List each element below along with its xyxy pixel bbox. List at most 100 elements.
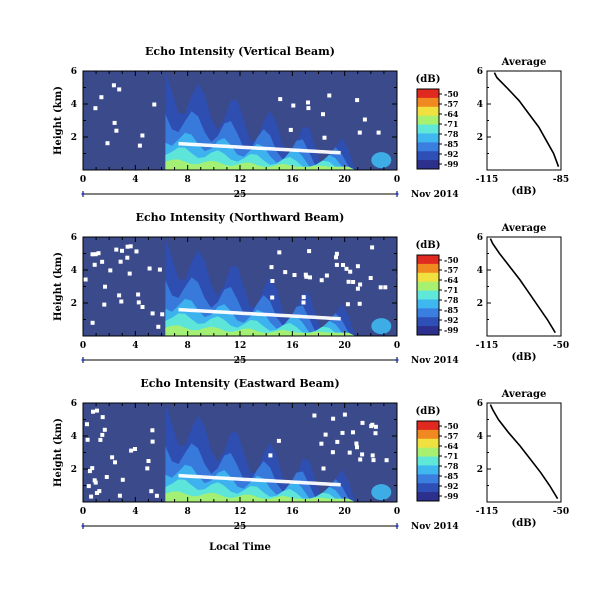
- average-title: Average: [501, 223, 547, 234]
- missing-data-cell: [306, 106, 311, 111]
- y-axis-label: Height (km): [53, 252, 64, 321]
- missing-data-cell: [100, 259, 105, 264]
- average-x-tick-label: -50: [553, 507, 569, 517]
- missing-data-cell: [355, 286, 360, 291]
- missing-data-cell: [103, 284, 107, 289]
- missing-data-cell: [358, 282, 363, 287]
- missing-data-cell: [90, 466, 95, 471]
- colorbar-segment: [417, 326, 439, 336]
- missing-data-cell: [355, 445, 359, 450]
- average-x-label: (dB): [512, 186, 537, 197]
- y-tick-label: 2: [71, 299, 77, 309]
- missing-data-cell: [330, 450, 335, 455]
- panel-2: Echo Intensity (Eastward Beam) 0 4 8 12 16 20 0…: [53, 377, 569, 553]
- missing-data-cell: [369, 424, 374, 429]
- average-profile-line: [493, 72, 560, 167]
- missing-data-cell: [351, 280, 356, 284]
- average-y-tick-label: 2: [477, 133, 483, 143]
- missing-data-cell: [154, 493, 159, 498]
- missing-data-cell: [288, 127, 293, 132]
- colorbar-segment: [417, 492, 439, 502]
- missing-data-cell: [150, 439, 155, 444]
- colorbar-segment: [417, 115, 439, 126]
- average-x-label: (dB): [512, 352, 537, 363]
- colorbar-tick-label: -64: [444, 275, 459, 285]
- missing-data-cell: [117, 293, 122, 298]
- y-tick-label: 2: [71, 133, 77, 143]
- panel-title: Echo Intensity (Northward Beam): [136, 211, 345, 224]
- x-tick-label: 20: [338, 175, 351, 185]
- missing-data-cell: [83, 277, 88, 282]
- y-tick-label: 2: [71, 465, 77, 475]
- colorbar-tick-label: -78: [444, 129, 459, 139]
- x-tick-label: 8: [185, 507, 191, 517]
- missing-data-cell: [89, 494, 94, 499]
- colorbar-tick-label: -78: [444, 461, 459, 471]
- missing-data-cell: [136, 292, 141, 297]
- average-title: Average: [501, 57, 547, 68]
- missing-data-cell: [360, 452, 365, 457]
- month-year-label: Nov 2014: [411, 522, 459, 532]
- y-tick-label: 6: [71, 67, 77, 77]
- date-marker: [395, 524, 399, 528]
- y-axis-label: Height (km): [53, 418, 64, 487]
- missing-data-band: [178, 307, 341, 321]
- missing-data-cell: [145, 466, 150, 471]
- colorbar-tick-label: -99: [444, 491, 459, 501]
- colorbar-segment: [417, 429, 439, 440]
- colorbar-segment: [417, 272, 439, 283]
- missing-data-cell: [146, 459, 151, 463]
- missing-data-cell: [90, 320, 95, 325]
- colorbar-segment: [417, 106, 439, 117]
- x-tick-label: 20: [338, 341, 351, 351]
- missing-data-cell: [345, 302, 350, 307]
- colorbar-tick-label: -64: [444, 441, 459, 451]
- colorbar-segment: [417, 290, 439, 300]
- missing-data-cell: [276, 438, 281, 443]
- colorbar-tick-label: -57: [444, 265, 458, 275]
- average-y-tick-label: 6: [477, 67, 483, 77]
- colorbar-tick-label: -71: [444, 451, 458, 461]
- missing-data-cell: [360, 420, 365, 425]
- missing-data-cell: [308, 275, 312, 280]
- missing-data-cell: [125, 244, 130, 249]
- missing-data-cell: [348, 269, 353, 274]
- colorbar-segment: [417, 97, 439, 108]
- x-tick-label: 16: [286, 507, 299, 517]
- missing-data-cell: [270, 295, 275, 300]
- missing-data-cell: [268, 453, 273, 458]
- panel-title: Echo Intensity (Vertical Beam): [145, 45, 335, 58]
- missing-data-cell: [344, 266, 349, 271]
- missing-data-cell: [98, 437, 103, 442]
- missing-data-cell: [334, 251, 339, 256]
- missing-data-cell: [156, 324, 161, 329]
- colorbar-segment: [417, 465, 439, 475]
- missing-data-cell: [147, 266, 152, 271]
- colorbar-tick-label: -57: [444, 99, 458, 109]
- missing-data-cell: [303, 272, 308, 277]
- missing-data-cell: [277, 250, 282, 255]
- y-tick-label: 4: [71, 432, 77, 442]
- missing-data-cell: [355, 264, 360, 269]
- missing-data-cell: [85, 437, 90, 442]
- x-tick-label: 12: [234, 175, 247, 185]
- x-tick-label: 4: [132, 175, 138, 185]
- colorbar-segment: [417, 255, 439, 265]
- heatmap-field: [83, 237, 397, 336]
- date-marker: [81, 358, 85, 362]
- average-x-tick-label: -85: [553, 175, 569, 185]
- missing-data-cell: [368, 276, 373, 280]
- missing-data-cell: [301, 295, 306, 300]
- colorbar-segment: [417, 299, 439, 309]
- missing-data-cell: [102, 427, 107, 432]
- missing-data-cell: [351, 430, 355, 435]
- x-tick-label: 0: [80, 507, 86, 517]
- missing-data-cell: [342, 412, 347, 417]
- colorbar-segment: [417, 151, 439, 161]
- missing-data-cell: [373, 431, 378, 436]
- missing-data-cell: [371, 458, 376, 463]
- missing-data-cell: [334, 255, 338, 260]
- missing-data-cell: [306, 100, 310, 105]
- missing-data-cell: [111, 83, 116, 88]
